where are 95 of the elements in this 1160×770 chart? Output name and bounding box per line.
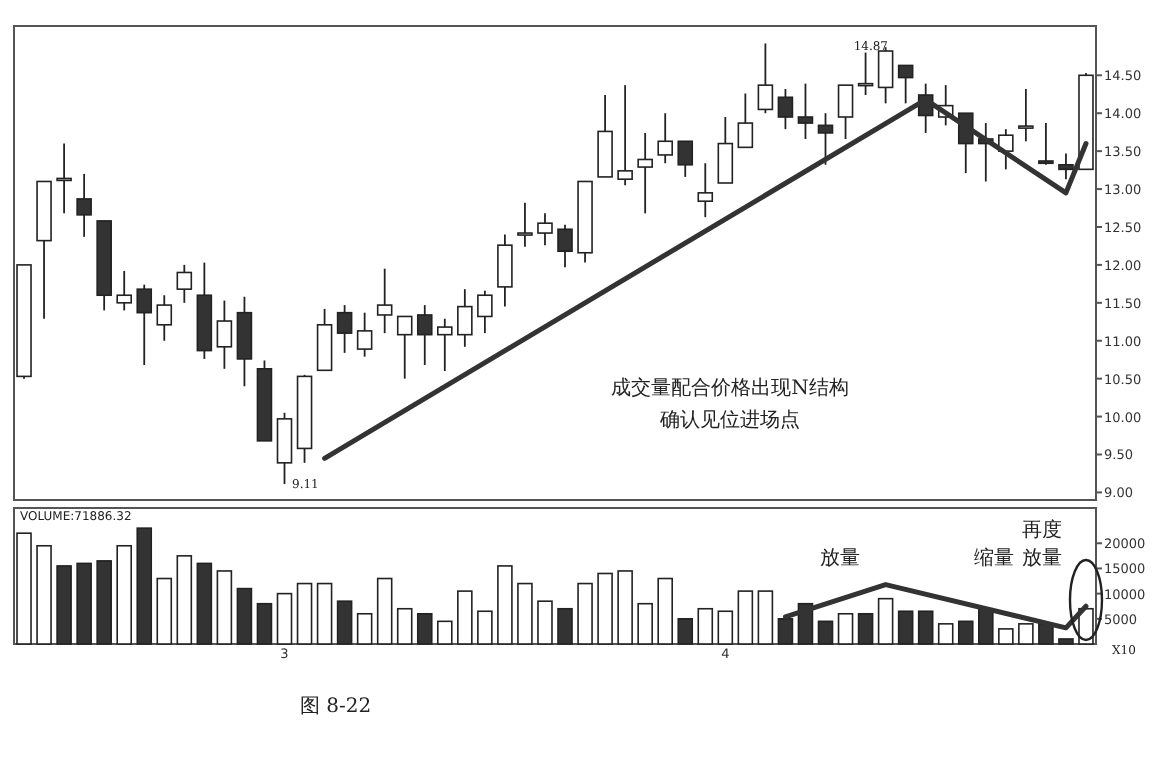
- candlestick: [497, 233, 513, 308]
- bar: [537, 600, 553, 645]
- candlestick: [216, 299, 233, 370]
- candlestick: [457, 288, 473, 348]
- bar: [517, 582, 533, 645]
- candlestick: [176, 264, 193, 304]
- candlestick: [76, 172, 92, 238]
- candlestick: [316, 307, 333, 372]
- candlestick: [276, 411, 293, 485]
- candlestick: [1058, 152, 1074, 181]
- bar: [356, 612, 373, 645]
- candlestick: [637, 132, 653, 215]
- bar: [116, 544, 132, 645]
- candlestick: [1018, 88, 1034, 143]
- bar: [477, 610, 493, 645]
- bar: [497, 565, 513, 645]
- bar: [657, 577, 673, 645]
- candlestick: [396, 315, 413, 380]
- candlestick: [477, 289, 493, 335]
- annotation: 确认见位进场点: [658, 408, 800, 432]
- bar: [877, 597, 894, 645]
- bar: [376, 577, 393, 645]
- bar: [677, 618, 694, 645]
- bar: [36, 544, 52, 645]
- caption: 图 8-22: [300, 696, 372, 718]
- candlestick: [517, 201, 533, 248]
- bar: [957, 620, 974, 645]
- candlestick: [537, 212, 553, 247]
- bar: [577, 582, 593, 645]
- bar: [336, 600, 353, 645]
- candlestick: [597, 94, 613, 178]
- bar: [757, 590, 774, 645]
- bar: [276, 592, 293, 645]
- candlestick: [737, 92, 754, 149]
- bar: [136, 527, 153, 645]
- bar: [16, 532, 32, 645]
- candlestick: [1038, 122, 1054, 166]
- bar: [897, 610, 914, 645]
- bar: [1058, 638, 1074, 645]
- candlestick: [116, 270, 132, 312]
- candlestick: [757, 42, 774, 115]
- annotation: 再度放量: [1022, 518, 1062, 570]
- candlestick: [156, 294, 173, 342]
- bar: [416, 612, 433, 645]
- bar: [637, 602, 653, 645]
- candlestick: [797, 82, 814, 140]
- candlestick: [236, 295, 253, 388]
- bar: [597, 572, 613, 645]
- bar: [156, 577, 173, 645]
- bar: [857, 612, 874, 645]
- bar: [937, 623, 954, 645]
- bar: [697, 607, 714, 645]
- candlestick: [777, 88, 794, 131]
- bar: [917, 610, 934, 645]
- candlestick: [136, 283, 153, 366]
- candlestick: [817, 112, 834, 166]
- candlestick: [617, 84, 633, 187]
- candlestick: [837, 84, 854, 140]
- bar: [1018, 623, 1034, 645]
- candlestick: [697, 162, 714, 219]
- candlestick: [998, 128, 1014, 171]
- bar: [76, 562, 92, 645]
- bar: [837, 612, 854, 645]
- bar: [396, 607, 413, 645]
- bar: [316, 582, 333, 645]
- line-series: [322, 97, 1089, 461]
- bar: [296, 582, 313, 645]
- bar: [717, 610, 734, 645]
- annotation: 缩量: [974, 546, 1014, 570]
- candlestick: [376, 267, 393, 335]
- candlestick: [657, 112, 673, 165]
- bar: [56, 565, 72, 645]
- bar: [817, 620, 834, 645]
- bar: [457, 590, 473, 645]
- bar: [236, 587, 253, 645]
- bar: [256, 602, 273, 645]
- bar: [216, 570, 233, 645]
- candlestick: [677, 140, 694, 178]
- bar: [96, 560, 112, 645]
- annotation: 成交量配合价格出现N结构: [611, 376, 849, 400]
- candlestick: [717, 116, 734, 184]
- bar: [617, 570, 633, 645]
- bar: [557, 607, 573, 645]
- candlestick: [356, 311, 373, 358]
- candlestick: [336, 304, 353, 354]
- bar: [737, 590, 754, 645]
- candlestick: [437, 317, 453, 372]
- candlestick: [416, 304, 433, 366]
- bar: [196, 562, 213, 645]
- annotation: 放量: [820, 548, 860, 570]
- candlestick: [897, 64, 914, 105]
- bar: [176, 555, 193, 645]
- candlestick: [557, 223, 573, 269]
- bar: [437, 620, 453, 645]
- bar: [998, 628, 1014, 645]
